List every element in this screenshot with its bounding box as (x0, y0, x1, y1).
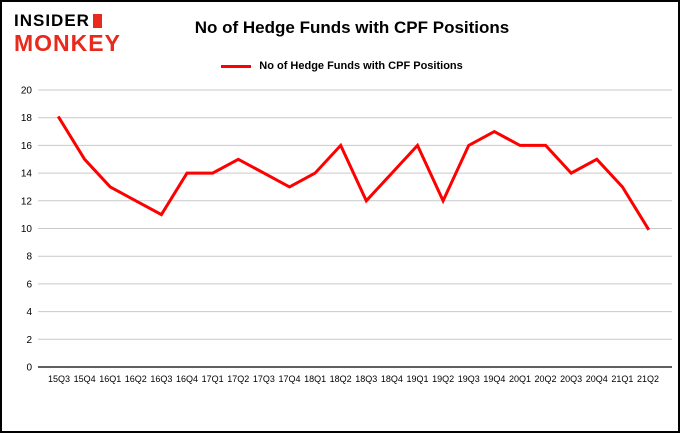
x-axis-tick-label: 18Q3 (355, 374, 377, 384)
logo-monkey-text: MONKEY (14, 29, 121, 56)
x-axis-tick-label: 19Q3 (458, 374, 480, 384)
x-axis-tick-label: 18Q1 (304, 374, 326, 384)
y-axis-tick-label: 14 (21, 169, 33, 180)
x-axis-tick-label: 21Q2 (637, 374, 659, 384)
logo-insider-text: INSIDER (14, 12, 134, 30)
legend-label: No of Hedge Funds with CPF Positions (259, 60, 463, 72)
y-axis-tick-label: 8 (26, 252, 32, 263)
x-axis-tick-label: 16Q1 (99, 374, 121, 384)
x-axis-tick-label: 17Q1 (202, 374, 224, 384)
x-axis-tick-label: 17Q3 (253, 374, 275, 384)
y-axis-tick-label: 4 (26, 307, 32, 318)
x-axis-tick-label: 17Q4 (278, 374, 300, 384)
y-axis-tick-label: 18 (21, 113, 33, 124)
x-axis-tick-label: 16Q4 (176, 374, 198, 384)
x-axis-tick-label: 17Q2 (227, 374, 249, 384)
legend-line-swatch (221, 64, 252, 68)
insider-monkey-logo: INSIDER MONKEY (14, 12, 134, 55)
x-axis-tick-label: 16Q3 (150, 374, 172, 384)
chart-legend: No of Hedge Funds with CPF Positions (2, 60, 680, 72)
series-line (56, 115, 651, 231)
page-title: No of Hedge Funds with CPF Positions (194, 18, 510, 37)
x-axis-tick-label: 19Q2 (432, 374, 454, 384)
x-axis-tick-label: 18Q4 (381, 374, 403, 384)
x-axis-tick-label: 21Q1 (611, 374, 633, 384)
x-axis-tick-label: 18Q2 (330, 374, 352, 384)
x-axis-tick-label: 20Q4 (586, 374, 608, 384)
y-axis-tick-label: 20 (21, 86, 33, 97)
y-axis-tick-label: 6 (26, 279, 32, 290)
y-axis-tick-label: 16 (21, 141, 33, 152)
x-axis-tick-label: 19Q1 (407, 374, 429, 384)
x-axis-tick-label: 16Q2 (125, 374, 147, 384)
x-axis-tick-label: 20Q1 (509, 374, 531, 384)
y-axis-tick-label: 10 (21, 224, 33, 235)
x-axis-tick-label: 15Q4 (74, 374, 96, 384)
logo-line1-text: INSIDER (14, 11, 90, 30)
x-axis-tick-label: 20Q2 (535, 374, 557, 384)
x-axis-tick-label: 19Q4 (483, 374, 505, 384)
x-axis-tick-label: 15Q3 (48, 374, 70, 384)
logo-cursor-block (92, 13, 102, 28)
y-axis-tick-label: 0 (26, 363, 32, 374)
y-axis-tick-label: 12 (21, 196, 33, 207)
x-axis-tick-label: 20Q3 (560, 374, 582, 384)
y-axis-tick-label: 2 (26, 335, 32, 346)
